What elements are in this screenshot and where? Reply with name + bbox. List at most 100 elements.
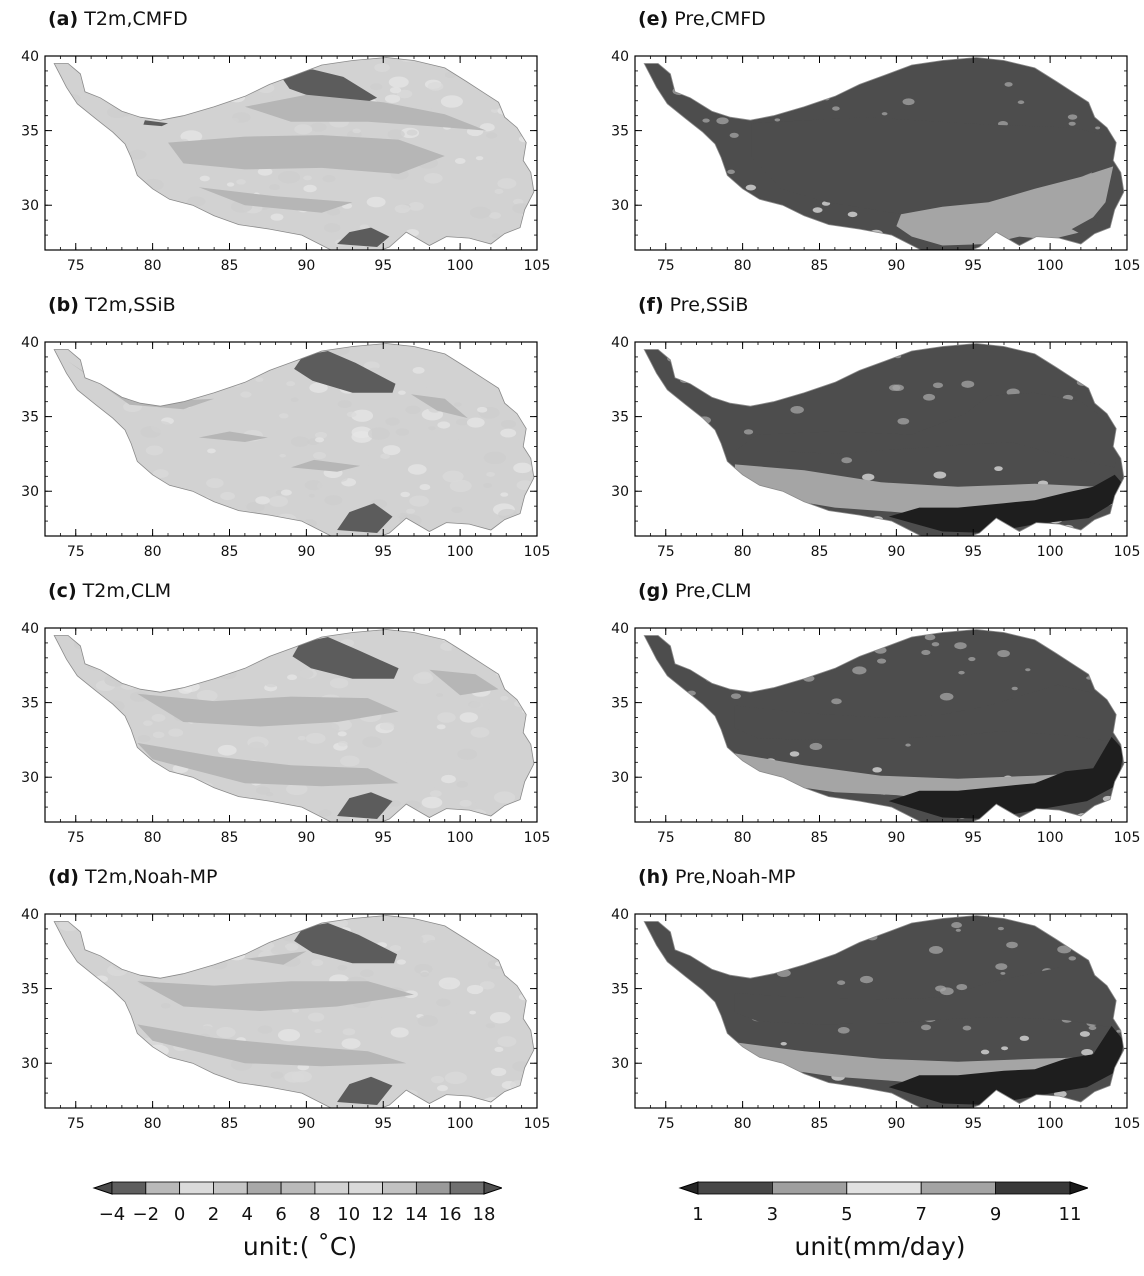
- texture-blob: [809, 742, 823, 751]
- y-tick-label: 40: [611, 49, 629, 65]
- texture-blob: [434, 953, 442, 958]
- texture-blob: [103, 73, 114, 80]
- texture-blob: [96, 1038, 117, 1051]
- texture-blob: [789, 751, 800, 757]
- panel-title: (e) Pre,CMFD: [638, 6, 766, 32]
- texture-blob: [133, 921, 149, 930]
- texture-blob: [351, 409, 374, 422]
- texture-blob: [328, 63, 346, 73]
- texture-blob: [61, 139, 77, 149]
- panel-title-text: Pre,CMFD: [668, 8, 766, 30]
- texture-blob: [1093, 669, 1100, 674]
- texture-blob: [401, 692, 419, 703]
- texture-blob: [730, 693, 741, 699]
- texture-blob: [780, 1042, 787, 1046]
- texture-blob: [284, 943, 299, 951]
- texture-blob: [1025, 668, 1031, 672]
- texture-blob: [117, 806, 125, 811]
- texture-blob: [88, 353, 96, 358]
- texture-blob: [236, 179, 246, 185]
- texture-blob: [496, 930, 507, 936]
- y-tick-label: 30: [611, 484, 629, 500]
- texture-blob: [119, 159, 128, 164]
- texture-blob: [496, 82, 516, 94]
- texture-blob: [270, 945, 288, 956]
- texture-blob: [423, 1030, 443, 1042]
- texture-blob: [70, 976, 90, 988]
- texture-blob: [933, 471, 947, 479]
- texture-blob: [706, 1012, 714, 1017]
- texture-blob: [191, 781, 214, 794]
- texture-blob: [668, 1029, 677, 1035]
- texture-blob: [173, 786, 196, 799]
- panel-title-text: Pre,CLM: [668, 580, 752, 602]
- plateau-outline: [643, 343, 1125, 536]
- texture-blob: [58, 919, 80, 932]
- texture-blob: [62, 1087, 75, 1095]
- map-panel-b: (b) T2m,SSiB 75 80 85 90 95 100 105 30 35 40: [0, 292, 560, 580]
- texture-blob: [1102, 632, 1113, 638]
- texture-blob: [676, 784, 689, 792]
- texture-blob: [438, 977, 461, 990]
- colorbar-level-label: 6: [275, 1204, 286, 1225]
- texture-blob: [490, 108, 500, 113]
- value-zone: [198, 187, 353, 213]
- texture-blob: [664, 795, 674, 801]
- value-zone: [294, 923, 398, 964]
- map-field: [643, 57, 1125, 250]
- x-tick-label: 80: [734, 830, 752, 846]
- texture-blob: [997, 926, 1004, 931]
- texture-blob: [424, 998, 437, 1005]
- x-tick-label: 95: [374, 258, 392, 274]
- texture-blob: [388, 353, 410, 366]
- texture-blob: [499, 761, 507, 766]
- texture-blob: [245, 81, 258, 89]
- texture-blob: [157, 801, 167, 807]
- texture-blob: [257, 167, 273, 176]
- value-zone: [337, 503, 393, 533]
- texture-blob: [803, 94, 814, 100]
- x-tick-label: 90: [297, 258, 315, 274]
- map-plot: 75 80 85 90 95 100 105 30 35 40: [21, 621, 550, 846]
- texture-blob: [267, 361, 282, 370]
- texture-blob: [497, 178, 517, 189]
- x-tick-label: 95: [374, 830, 392, 846]
- colorbar-segment: [449, 1181, 485, 1195]
- texture-blob: [322, 175, 336, 183]
- texture-blob: [443, 629, 459, 638]
- texture-blob: [784, 57, 797, 64]
- y-tick-label: 35: [21, 410, 39, 426]
- texture-blob: [251, 635, 271, 646]
- texture-blob: [63, 960, 84, 973]
- texture-blob: [94, 917, 117, 930]
- texture-blob: [307, 1012, 325, 1022]
- texture-blob: [116, 1081, 125, 1087]
- texture-blob: [314, 437, 325, 443]
- texture-blob: [1106, 78, 1118, 85]
- y-tick-label: 30: [611, 198, 629, 214]
- texture-blob: [469, 206, 491, 219]
- texture-blob: [436, 1085, 448, 1092]
- x-tick-label: 95: [374, 544, 392, 560]
- texture-blob: [71, 1024, 94, 1038]
- texture-blob: [207, 941, 226, 952]
- x-tick-label: 75: [657, 830, 675, 846]
- texture-blob: [241, 123, 257, 132]
- texture-blob: [1073, 80, 1084, 87]
- texture-blob: [430, 1075, 445, 1084]
- map-plot: 75 80 85 90 95 100 105 30 35 40: [21, 49, 550, 274]
- texture-blob: [512, 198, 524, 205]
- texture-blob: [180, 681, 200, 693]
- map-plot: 75 80 85 90 95 100 105 30 35 40: [611, 335, 1140, 560]
- texture-blob: [143, 793, 162, 804]
- texture-blob: [395, 428, 409, 436]
- texture-blob: [160, 1002, 171, 1009]
- pre-colorbar-unit: unit(mm/day): [794, 1232, 966, 1261]
- texture-blob: [181, 64, 199, 74]
- value-zone: [734, 684, 1117, 742]
- texture-blob: [717, 165, 724, 170]
- texture-blob: [287, 674, 298, 681]
- texture-blob: [513, 520, 524, 527]
- texture-blob: [94, 927, 108, 935]
- colorbar-level-label: 9: [990, 1204, 1001, 1225]
